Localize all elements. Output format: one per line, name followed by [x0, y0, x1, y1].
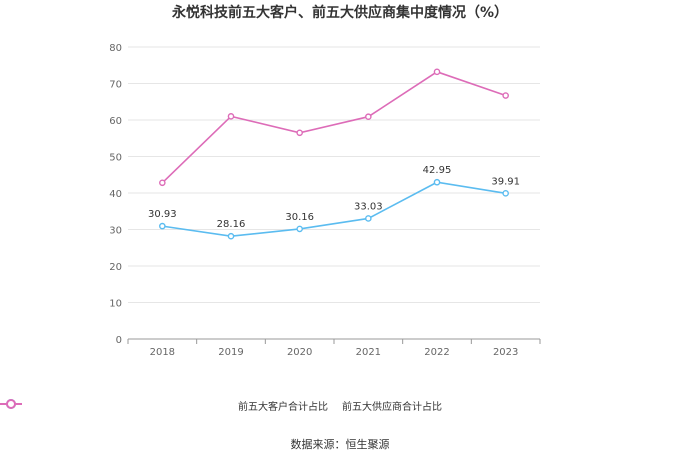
legend: 前五大客户合计占比 前五大供应商合计占比 — [0, 398, 680, 413]
series-layer: 30.93 28.16 30.16 33.03 42.95 39.91 — [148, 68, 520, 240]
data-point — [227, 113, 235, 120]
y-tick-label: 30 — [109, 226, 122, 237]
x-tick-label: 2020 — [287, 347, 312, 358]
legend-label: 前五大客户合计占比 — [238, 402, 328, 413]
y-tick-label: 40 — [109, 189, 122, 200]
data-point — [433, 68, 441, 76]
data-point — [159, 179, 166, 187]
data-label: 28.16 — [217, 219, 246, 230]
x-tick-label: 2019 — [218, 347, 243, 358]
data-point — [227, 232, 235, 240]
x-axis: 2018 2019 2020 2021 2022 2023 — [127, 338, 541, 358]
data-point — [502, 92, 509, 99]
y-tick-label: 80 — [109, 43, 122, 54]
data-point — [433, 178, 441, 186]
series-line-0 — [162, 181, 506, 238]
data-point — [365, 215, 372, 222]
legend-item-customers[interactable]: 前五大客户合计占比 — [0, 398, 328, 413]
data-source: 数据来源：恒生聚源 — [290, 438, 390, 451]
x-tick-label: 2022 — [424, 347, 449, 358]
data-label: 39.91 — [491, 176, 520, 187]
y-tick-label: 10 — [109, 299, 122, 310]
y-tick-label: 70 — [109, 80, 122, 91]
data-point — [502, 190, 509, 197]
legend-line-marker-icon — [0, 399, 22, 409]
data-point — [365, 113, 372, 121]
y-axis: 0 10 20 30 40 50 60 70 80 — [109, 43, 122, 346]
series-line-1 — [161, 70, 506, 184]
x-tick-label: 2021 — [356, 347, 381, 358]
y-tick-label: 0 — [116, 335, 122, 346]
x-tick-label: 2018 — [150, 347, 175, 358]
data-point — [159, 222, 166, 230]
legend-item-suppliers[interactable]: 前五大供应商合计占比 — [0, 398, 442, 413]
data-point — [296, 225, 303, 233]
legend-label: 前五大供应商合计占比 — [342, 402, 442, 413]
y-tick-label: 60 — [109, 116, 122, 127]
chart-title: 永悦科技前五大客户、前五大供应商集中度情况（%） — [171, 5, 509, 21]
x-tick-label: 2023 — [493, 347, 518, 358]
data-label: 30.93 — [148, 209, 177, 220]
y-tick-label: 20 — [109, 262, 122, 273]
data-label: 30.16 — [285, 212, 314, 223]
data-label: 42.95 — [423, 165, 452, 176]
data-point — [296, 129, 303, 137]
data-label: 33.03 — [354, 201, 383, 212]
y-tick-label: 50 — [109, 153, 122, 164]
